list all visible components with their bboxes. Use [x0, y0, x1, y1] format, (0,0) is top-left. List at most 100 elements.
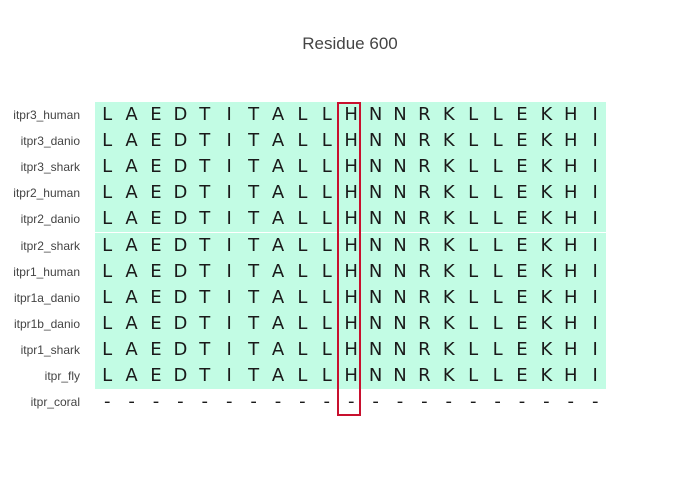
residue-cell: E — [516, 286, 528, 308]
residue-cell: N — [393, 130, 407, 152]
residue-cell: - — [518, 391, 526, 413]
residue-cell: D — [173, 130, 188, 152]
residue-cell: E — [516, 234, 528, 256]
residue-cell: L — [297, 260, 308, 282]
residue-cell: T — [199, 130, 211, 152]
residue-cell: D — [173, 234, 188, 256]
residue-cell: I — [226, 208, 232, 230]
residue-cell: T — [199, 208, 211, 230]
residue-cell: I — [226, 130, 232, 152]
residue-cell: E — [150, 208, 162, 230]
residue-cell: K — [540, 338, 553, 360]
residue-cell: L — [297, 312, 308, 334]
residue-cell: I — [226, 182, 232, 204]
residue-cell: A — [271, 130, 285, 152]
row-label: itpr3_danio — [20, 134, 80, 149]
residue-cell: E — [150, 312, 162, 334]
residue-cell: - — [152, 391, 160, 413]
residue-cell: I — [226, 338, 232, 360]
residue-cell: - — [396, 391, 404, 413]
residue-cell: T — [248, 182, 260, 204]
residue-cell: L — [492, 286, 503, 308]
residue-cell: L — [492, 130, 503, 152]
residue-cell: N — [393, 104, 407, 125]
residue-cell: L — [468, 130, 479, 152]
row-label: itpr2_shark — [20, 238, 80, 253]
residue-cell: T — [199, 182, 211, 204]
residue-cell: A — [125, 156, 138, 178]
residue-cell: K — [442, 260, 455, 282]
highlighted-column-box — [337, 102, 361, 416]
row-label: itpr1b_danio — [13, 316, 80, 331]
residue-cell: E — [516, 104, 528, 125]
residue-cell: - — [347, 391, 355, 413]
residue-cell: N — [368, 208, 383, 230]
residue-cell: K — [540, 234, 553, 256]
residue-cell: K — [540, 130, 553, 152]
residue-cell: - — [323, 391, 331, 413]
residue-cell: R — [418, 182, 431, 204]
residue-cell: H — [564, 365, 578, 386]
residue-cell: R — [418, 260, 431, 282]
residue-cell: E — [516, 182, 528, 204]
residue-cell: N — [393, 338, 407, 360]
residue-cell: E — [150, 130, 162, 152]
residue-cell: K — [442, 182, 455, 204]
residue-cell: N — [368, 130, 383, 152]
residue-cell: L — [297, 338, 308, 360]
residue-cell: K — [442, 208, 455, 230]
residue-cell: - — [591, 391, 599, 413]
residue-cell: N — [393, 260, 407, 282]
row-label: itpr3_shark — [20, 160, 80, 175]
residue-cell: D — [173, 312, 188, 334]
residue-cell: H — [564, 104, 578, 125]
residue-cell: I — [592, 182, 598, 204]
residue-cell: A — [125, 104, 138, 125]
residue-cell: L — [297, 156, 308, 178]
residue-cell: T — [199, 286, 211, 308]
residue-cell: H — [344, 156, 358, 178]
residue-cell: H — [344, 338, 358, 360]
residue-cell: E — [516, 260, 528, 282]
residue-cell: I — [592, 156, 598, 178]
residue-cell: L — [492, 182, 503, 204]
residue-cell: T — [248, 338, 260, 360]
residue-cell: L — [321, 130, 332, 152]
residue-cell: D — [173, 365, 188, 386]
residue-cell: L — [468, 234, 479, 256]
residue-cell: L — [492, 156, 503, 178]
residue-cell: I — [226, 312, 232, 334]
residue-cell: T — [199, 156, 211, 178]
residue-cell: T — [199, 338, 211, 360]
residue-cell: E — [150, 286, 162, 308]
residue-cell: I — [592, 104, 598, 125]
residue-cell: L — [492, 312, 503, 334]
residue-cell: R — [418, 286, 431, 308]
residue-cell: I — [592, 338, 598, 360]
residue-cell: I — [592, 286, 598, 308]
residue-cell: R — [418, 156, 431, 178]
residue-cell: - — [225, 391, 233, 413]
residue-cell: A — [125, 312, 138, 334]
residue-cell: E — [150, 104, 162, 125]
residue-cell: E — [150, 156, 162, 178]
residue-cell: K — [540, 365, 553, 386]
residue-cell: T — [199, 365, 211, 386]
residue-cell: K — [442, 104, 455, 125]
residue-cell: E — [150, 234, 162, 256]
residue-cell: H — [344, 286, 358, 308]
residue-cell: R — [418, 365, 431, 386]
residue-cell: D — [173, 338, 188, 360]
residue-cell: T — [248, 234, 260, 256]
residue-cell: T — [199, 312, 211, 334]
row-label: itpr_coral — [30, 395, 80, 410]
residue-cell: L — [102, 104, 113, 125]
residue-cell: H — [564, 338, 578, 360]
row-label: itpr3_human — [13, 108, 80, 122]
residue-cell: K — [540, 182, 553, 204]
residue-cell: K — [442, 156, 455, 178]
residue-cell: H — [564, 182, 578, 204]
residue-cell: N — [393, 208, 407, 230]
residue-cell: R — [418, 338, 431, 360]
